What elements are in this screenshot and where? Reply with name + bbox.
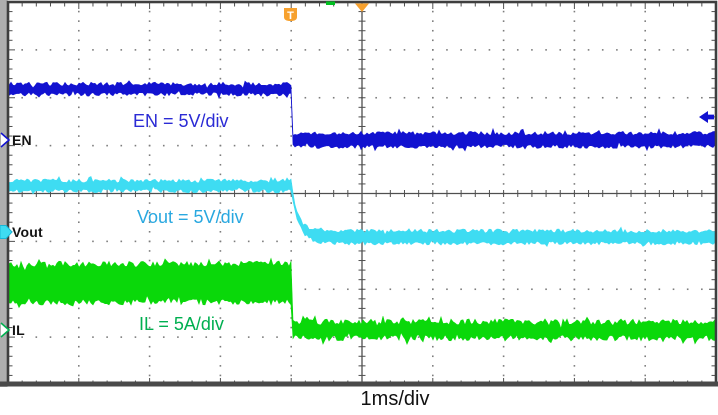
en-channel-label: EN [12, 132, 32, 148]
top-green-tick-icon [326, 1, 335, 5]
il-scale-annotation: IL = 5A/div [139, 314, 224, 334]
vout-channel-label: Vout [12, 224, 43, 240]
bottom-bar [0, 381, 718, 387]
il-channel-arrow-icon [0, 322, 11, 338]
left-edge-strip [0, 0, 8, 387]
il-channel-label: IL [12, 322, 25, 338]
timebase-label: 1ms/div [360, 388, 430, 410]
vout-scale-annotation: Vout = 5V/div [137, 207, 244, 227]
en-channel-arrow-icon [0, 132, 11, 148]
right-edge-left-arrow-icon [699, 111, 714, 123]
horizontal-reference-triangle-icon [355, 3, 369, 12]
vout-channel-arrow-icon [0, 225, 13, 239]
trigger-marker-letter: T [287, 10, 294, 22]
waveforms [8, 80, 716, 345]
trigger-time-marker: T [284, 8, 297, 22]
en-scale-annotation: EN = 5V/div [133, 111, 229, 131]
markers: T [0, 0, 718, 387]
